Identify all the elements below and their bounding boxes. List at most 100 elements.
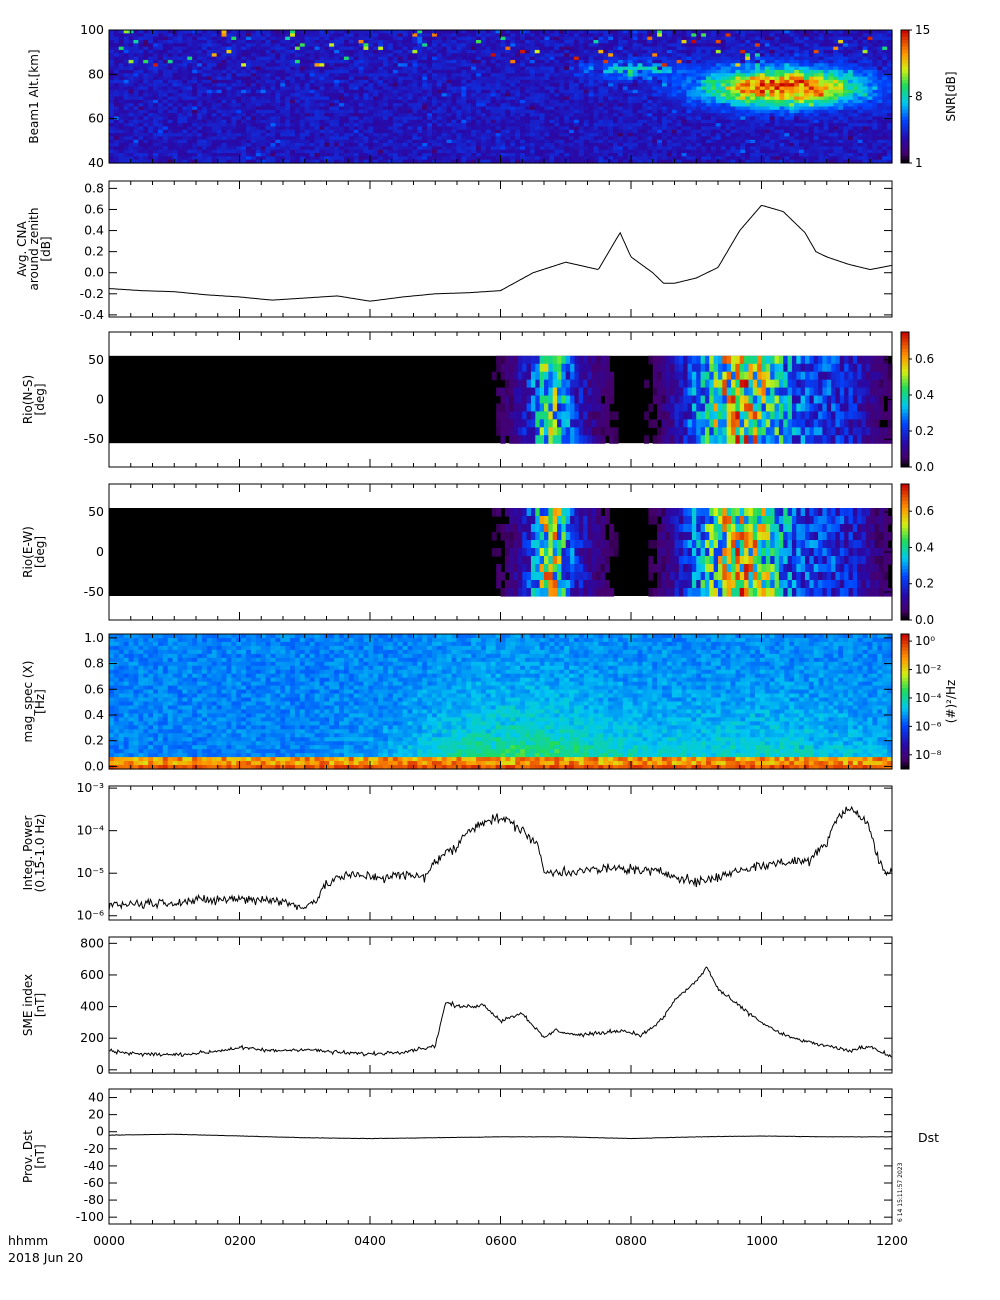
snr-heatmap-cell [123, 109, 130, 114]
snr-heatmap-cell [109, 126, 115, 131]
snr-heatmap-cell [255, 49, 262, 54]
snr-heatmap-cell [148, 63, 154, 68]
snr-heatmap-cell [246, 126, 252, 131]
snr-heatmap-cell [138, 66, 144, 71]
snr-heatmap-cell [290, 139, 296, 144]
snr-heatmap-cell [211, 143, 218, 147]
snr-heatmap-cell [280, 53, 286, 58]
snr-heatmap-cell [182, 53, 188, 58]
snr-heatmap-cell [285, 79, 291, 84]
snr-heatmap-cell [255, 46, 262, 51]
snr-heatmap-cell [162, 33, 169, 38]
snr-heatmap-cell [265, 69, 272, 74]
snr-heatmap-cell [294, 49, 301, 54]
snr-heatmap-cell [128, 136, 135, 141]
snr-heatmap-cell [192, 136, 198, 141]
snr-heatmap-cell [153, 56, 159, 61]
snr-heatmap-cell [128, 109, 135, 114]
snr-heatmap-cell [153, 143, 159, 147]
snr-heatmap-cell [226, 86, 232, 91]
snr-heatmap-cell [162, 73, 169, 78]
snr-heatmap-cell [177, 123, 184, 128]
snr-heatmap-cell [167, 89, 174, 94]
snr-heatmap-cell [167, 113, 174, 118]
snr-heatmap-cell [226, 89, 232, 94]
snr-heatmap-cell [113, 43, 120, 48]
snr-heatmap-cell [201, 33, 208, 38]
snr-heatmap-cell [138, 116, 144, 121]
snr-heatmap-cell [216, 126, 223, 131]
snr-heatmap-cell [138, 76, 144, 81]
snr-heatmap-cell [123, 89, 130, 94]
snr-heatmap-cell [148, 119, 154, 124]
snr-heatmap-cell [128, 86, 135, 91]
snr-heatmap-cell [177, 133, 184, 137]
snr-heatmap-cell [187, 53, 193, 58]
snr-heatmap-cell [192, 126, 198, 131]
snr-heatmap-cell [182, 123, 188, 128]
snr-heatmap-cell [236, 69, 242, 74]
snr-heatmap-cell [187, 106, 193, 111]
snr-heatmap-cell [294, 33, 301, 38]
snr-heatmap-cell [226, 43, 232, 48]
snr-heatmap-cell [299, 109, 306, 114]
snr-heatmap-cell [192, 106, 198, 111]
snr-heatmap-cell [153, 69, 159, 74]
snr-heatmap-cell [206, 113, 213, 118]
snr-heatmap-cell [246, 103, 252, 108]
snr-heatmap-cell [290, 59, 296, 64]
snr-heatmap-cell [138, 63, 144, 68]
snr-heatmap-cell [260, 93, 267, 98]
snr-heatmap-cell [265, 93, 272, 98]
snr-heatmap-cell [192, 109, 198, 114]
snr-heatmap-cell [299, 46, 306, 51]
snr-heatmap-cell [177, 146, 184, 151]
snr-heatmap-cell [294, 159, 301, 164]
snr-heatmap-cell [290, 69, 296, 74]
snr-heatmap-cell [304, 36, 311, 41]
snr-heatmap-cell [197, 123, 203, 128]
snr-heatmap-cell [255, 119, 262, 124]
snr-heatmap-cell [113, 123, 120, 128]
snr-heatmap-cell [123, 143, 130, 147]
snr-heatmap-cell [280, 133, 286, 137]
snr-heatmap-cell [187, 146, 193, 151]
snr-heatmap-cell [109, 113, 115, 118]
snr-heatmap-cell [182, 46, 188, 51]
snr-heatmap-cell [192, 63, 198, 68]
snr-heatmap-cell [241, 149, 247, 154]
snr-heatmap-cell [241, 49, 247, 54]
snr-heatmap-cell [294, 76, 301, 81]
snr-heatmap-cell [221, 59, 228, 64]
snr-heatmap-cell [299, 96, 306, 101]
snr-heatmap-cell [133, 113, 139, 118]
snr-heatmap-cell [260, 39, 267, 44]
snr-heatmap-cell [211, 116, 218, 121]
snr-heatmap-cell [250, 159, 257, 164]
snr-heatmap-cell [128, 69, 135, 74]
snr-heatmap-cell [182, 56, 188, 61]
snr-heatmap-cell [226, 79, 232, 84]
snr-heatmap-cell [236, 116, 242, 121]
snr-heatmap-cell [211, 153, 218, 157]
snr-heatmap-cell [226, 59, 232, 64]
snr-heatmap-cell [206, 119, 213, 124]
snr-heatmap-cell [226, 103, 232, 108]
snr-heatmap-cell [285, 69, 291, 74]
snr-heatmap-cell [148, 96, 154, 101]
snr-heatmap-cell [206, 123, 213, 128]
snr-heatmap-cell [290, 76, 296, 81]
snr-heatmap-cell [172, 46, 179, 51]
snr-heatmap-cell [157, 146, 164, 151]
snr-heatmap-cell [285, 156, 291, 161]
snr-heatmap-cell [177, 56, 184, 61]
snr-heatmap-cell [182, 133, 188, 137]
snr-heatmap-cell [285, 143, 291, 147]
snr-heatmap-cell [294, 56, 301, 61]
snr-heatmap-cell [172, 93, 179, 98]
snr-heatmap-cell [201, 109, 208, 114]
snr-heatmap-cell [143, 49, 149, 54]
snr-heatmap-cell [236, 109, 242, 114]
snr-heatmap-cell [123, 119, 130, 124]
snr-heatmap-cell [118, 126, 125, 131]
